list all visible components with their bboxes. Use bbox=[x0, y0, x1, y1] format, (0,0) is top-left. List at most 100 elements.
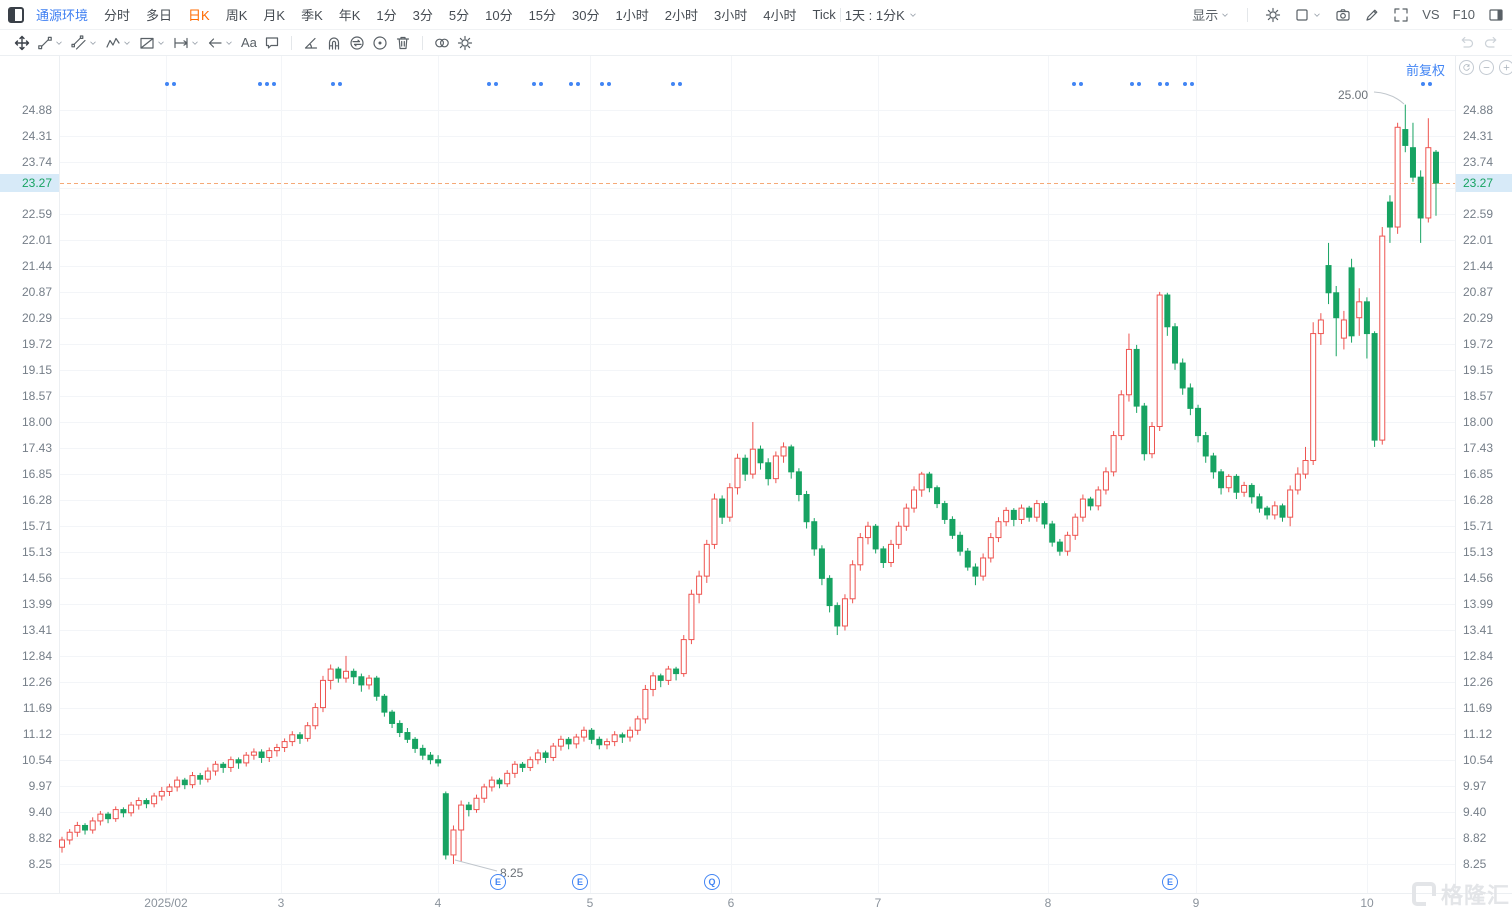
stock-name[interactable]: 通源环境 bbox=[36, 8, 89, 23]
y-axis-label: 19.15 bbox=[21, 363, 52, 377]
arrow-tool-button[interactable] bbox=[207, 35, 234, 51]
period-tab-12[interactable]: 30分 bbox=[572, 8, 600, 23]
period-tab-0[interactable]: 分时 bbox=[104, 8, 131, 23]
period-tab-16[interactable]: 4小时 bbox=[763, 8, 797, 23]
event-badge-E[interactable]: E bbox=[572, 874, 588, 890]
period-tab-2[interactable]: 日K bbox=[188, 8, 210, 23]
period-tab-1[interactable]: 多日 bbox=[146, 8, 173, 23]
candle bbox=[573, 733, 580, 749]
candle bbox=[1433, 149, 1439, 216]
candle bbox=[811, 518, 818, 556]
candle bbox=[120, 807, 127, 818]
edit-button[interactable] bbox=[1364, 7, 1380, 23]
zoom-in-button[interactable] bbox=[1499, 60, 1512, 75]
candle bbox=[1218, 469, 1225, 495]
display-dropdown[interactable]: 显示 bbox=[1192, 5, 1230, 24]
period-tab-6[interactable]: 年K bbox=[338, 8, 361, 23]
angle-tool-button[interactable] bbox=[303, 35, 319, 51]
trendline-icon bbox=[38, 36, 52, 49]
panel-toggle-button[interactable] bbox=[1488, 7, 1504, 23]
screenshot-button[interactable] bbox=[1335, 7, 1351, 23]
event-badge-E[interactable]: E bbox=[490, 874, 506, 890]
event-dot-marker bbox=[1427, 82, 1432, 86]
candle bbox=[903, 503, 910, 531]
wave-tool-button[interactable] bbox=[105, 35, 132, 51]
period-tab-7[interactable]: 1分 bbox=[376, 8, 397, 23]
period-tab-17[interactable]: Tick bbox=[812, 7, 836, 22]
period-combo-label: 1天 : 1分K bbox=[844, 8, 905, 23]
period-tab-15[interactable]: 3小时 bbox=[713, 8, 748, 23]
y-axis-label: 16.85 bbox=[21, 467, 52, 481]
period-tab-11[interactable]: 15分 bbox=[528, 8, 557, 23]
candle bbox=[327, 664, 334, 690]
sidebar-toggle-icon[interactable] bbox=[8, 6, 24, 23]
candle bbox=[1302, 446, 1309, 479]
y-axis-label: 9.97 bbox=[28, 779, 52, 793]
drawing-settings-button[interactable] bbox=[457, 35, 473, 51]
y-axis-label: 21.44 bbox=[1463, 259, 1494, 273]
channel-icon bbox=[71, 34, 86, 50]
candle bbox=[1095, 486, 1102, 511]
target-tool-button[interactable] bbox=[372, 35, 388, 51]
candle bbox=[419, 744, 426, 760]
reset-zoom-button[interactable] bbox=[1459, 60, 1474, 75]
candle bbox=[726, 483, 733, 522]
y-axis-label: 11.69 bbox=[1463, 701, 1493, 715]
candle bbox=[427, 752, 434, 765]
event-badge-Q[interactable]: Q bbox=[704, 874, 720, 890]
redo-icon[interactable] bbox=[1484, 35, 1500, 51]
event-badge-E[interactable]: E bbox=[1162, 874, 1178, 890]
period-tab-3[interactable]: 周K bbox=[225, 8, 248, 23]
delete-drawings-button[interactable] bbox=[395, 35, 411, 51]
magnet-tool-button[interactable] bbox=[326, 35, 342, 51]
compare-tool-button[interactable] bbox=[434, 35, 450, 51]
candle bbox=[1072, 513, 1079, 540]
period-tab-5[interactable]: 季K bbox=[301, 8, 323, 23]
f10-button[interactable]: F10 bbox=[1452, 7, 1475, 22]
layout-dropdown[interactable] bbox=[1294, 7, 1322, 23]
fullscreen-button[interactable] bbox=[1393, 7, 1409, 23]
y-axis-label: 11.12 bbox=[22, 727, 52, 741]
candle bbox=[335, 666, 342, 683]
trendline-tool-button[interactable] bbox=[37, 35, 64, 51]
channel-tool-button[interactable] bbox=[71, 34, 98, 51]
candle bbox=[657, 673, 664, 688]
period-tab-10[interactable]: 10分 bbox=[485, 8, 513, 23]
candle bbox=[1195, 404, 1202, 443]
candle bbox=[857, 533, 864, 571]
event-dot-marker bbox=[272, 82, 276, 86]
y-axis-label: 13.99 bbox=[1463, 597, 1494, 611]
candle bbox=[473, 794, 480, 813]
y-axis-label: 19.15 bbox=[1463, 363, 1494, 377]
pattern-tool-button[interactable] bbox=[139, 35, 166, 51]
period-tab-9[interactable]: 5分 bbox=[448, 8, 470, 23]
settings-button[interactable] bbox=[1265, 7, 1281, 23]
event-dot-marker bbox=[1164, 82, 1169, 86]
zoom-out-button[interactable] bbox=[1479, 60, 1494, 75]
candle bbox=[1417, 170, 1424, 243]
adjust-mode-link[interactable]: 前复权 bbox=[1406, 63, 1446, 78]
candle bbox=[227, 756, 234, 772]
vs-button[interactable]: VS bbox=[1422, 7, 1440, 22]
measure-icon bbox=[174, 37, 188, 48]
candle bbox=[688, 589, 695, 645]
candle bbox=[1164, 292, 1171, 336]
x-axis-label: 4 bbox=[434, 896, 442, 910]
period-tab-4[interactable]: 月K bbox=[263, 8, 286, 23]
undo-icon[interactable] bbox=[1458, 35, 1474, 51]
pan-tool-button[interactable] bbox=[14, 35, 30, 51]
period-tab-14[interactable]: 2小时 bbox=[664, 8, 698, 23]
period-tab-13[interactable]: 1小时 bbox=[615, 8, 649, 23]
text-tool-button[interactable]: Aa bbox=[241, 35, 257, 50]
watermark: 格隆汇 bbox=[1412, 878, 1510, 910]
period-combo-dropdown[interactable]: 1天 : 1分K bbox=[845, 5, 918, 24]
theme-cycle-button[interactable] bbox=[349, 35, 365, 51]
y-axis-label: 9.40 bbox=[28, 805, 52, 819]
candle bbox=[634, 715, 641, 735]
comment-tool-button[interactable] bbox=[264, 35, 280, 51]
measure-tool-button[interactable] bbox=[173, 35, 200, 51]
candle bbox=[1348, 258, 1355, 343]
y-axis-label: 19.72 bbox=[1463, 337, 1494, 351]
period-tab-8[interactable]: 3分 bbox=[412, 8, 433, 23]
